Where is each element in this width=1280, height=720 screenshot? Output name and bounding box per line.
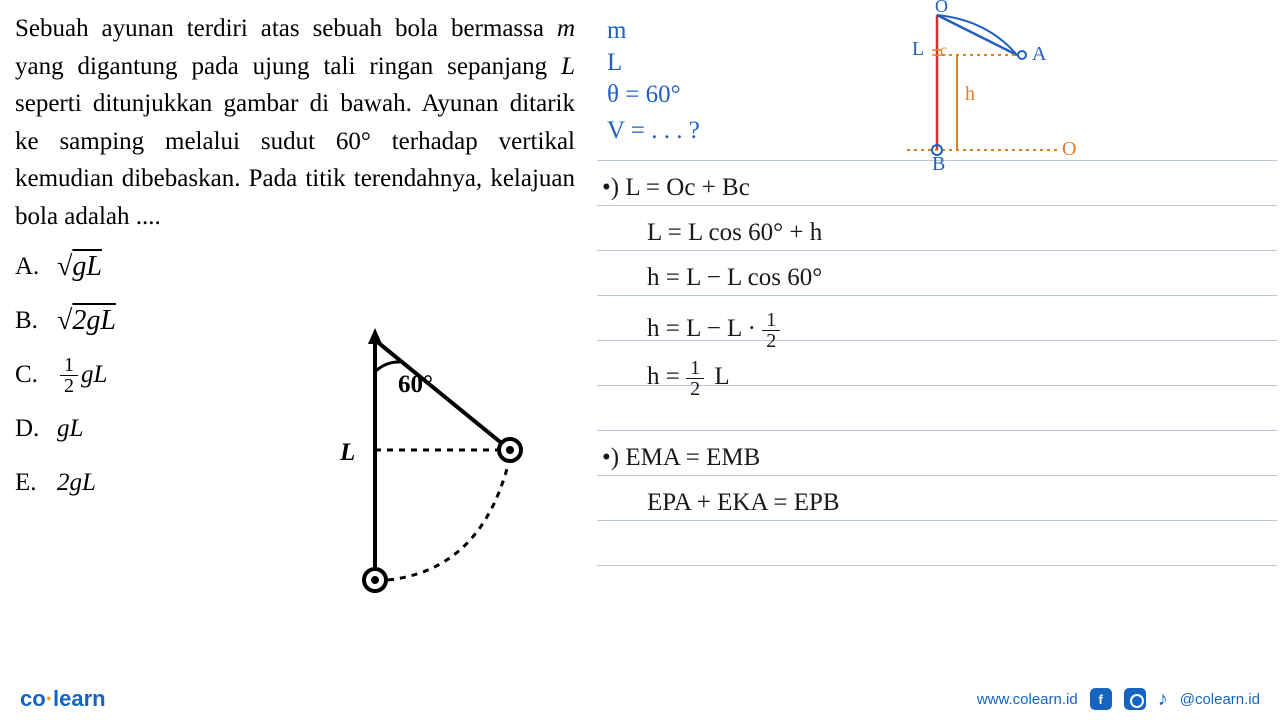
work-line-5: h = 12 L — [647, 358, 730, 399]
option-letter-d: D. — [15, 415, 57, 443]
option-letter-a: A. — [15, 253, 57, 281]
option-b-expr: √2gL — [57, 305, 116, 337]
brand-learn: learn — [53, 686, 106, 711]
option-c-suffix: gL — [81, 361, 107, 389]
problem-part-2: yang digantung pada ujung tali ringan se… — [15, 53, 561, 80]
length-label: L — [339, 439, 355, 466]
given-L: L — [607, 50, 622, 75]
svg-text:O: O — [1062, 138, 1076, 160]
tiktok-icon: ♪ — [1158, 688, 1168, 711]
instagram-icon — [1124, 688, 1146, 710]
brand-dot: · — [46, 686, 53, 711]
notes-panel: m L θ = 60° V = . . . ? O A B L h c O •)… — [597, 0, 1277, 720]
svg-text:L: L — [912, 38, 924, 60]
option-letter-e: E. — [15, 469, 57, 497]
pendulum-sketch: O A B L h c O — [817, 0, 1077, 170]
problem-var-L: L — [561, 53, 575, 80]
work-line-4: h = L − L · 12 — [647, 310, 780, 351]
footer-right: www.colearn.id f ♪ @colearn.id — [977, 688, 1260, 711]
pendulum-figure: 60° L — [320, 320, 540, 600]
problem-part-3: seperti ditunjukkan gambar di bawah. Ayu… — [15, 90, 575, 230]
pendulum-svg: 60° L — [320, 320, 540, 600]
work-line-2: L = L cos 60° + h — [647, 220, 822, 245]
given-theta: θ = 60° — [607, 82, 681, 107]
footer-handle: @colearn.id — [1180, 691, 1260, 708]
work-line-6: •) EMA = EMB — [602, 445, 760, 470]
svg-text:h: h — [965, 83, 975, 105]
option-d-expr: gL — [57, 415, 83, 443]
brand-logo: co·learn — [20, 686, 106, 712]
work-line-3: h = L − L cos 60° — [647, 265, 822, 290]
half-frac-1: 12 — [762, 310, 780, 351]
footer: co·learn www.colearn.id f ♪ @colearn.id — [0, 686, 1280, 712]
option-a: A. √gL — [15, 245, 575, 289]
brand-co: co — [20, 686, 46, 711]
option-letter-c: C. — [15, 361, 57, 389]
work-line-7: EPA + EKA = EPB — [647, 490, 840, 515]
problem-text: Sebuah ayunan terdiri atas sebuah bola b… — [15, 10, 575, 235]
given-m: m — [607, 18, 626, 43]
option-e-expr: 2gL — [57, 469, 96, 497]
facebook-icon: f — [1090, 688, 1112, 710]
half-frac-2: 12 — [686, 358, 704, 399]
footer-url: www.colearn.id — [977, 691, 1078, 708]
option-a-expr: √gL — [57, 251, 102, 283]
svg-text:A: A — [1032, 43, 1047, 65]
given-v: V = . . . ? — [607, 118, 700, 143]
angle-label: 60° — [398, 371, 433, 398]
svg-text:B: B — [932, 153, 945, 170]
option-letter-b: B. — [15, 307, 57, 335]
problem-part-1: Sebuah ayunan terdiri atas sebuah bola b… — [15, 15, 557, 42]
svg-text:O: O — [935, 0, 948, 16]
option-c-frac: 1 2 — [60, 355, 78, 396]
problem-var-m: m — [557, 15, 575, 42]
work-line-1: •) L = Oc + Bc — [602, 175, 750, 200]
